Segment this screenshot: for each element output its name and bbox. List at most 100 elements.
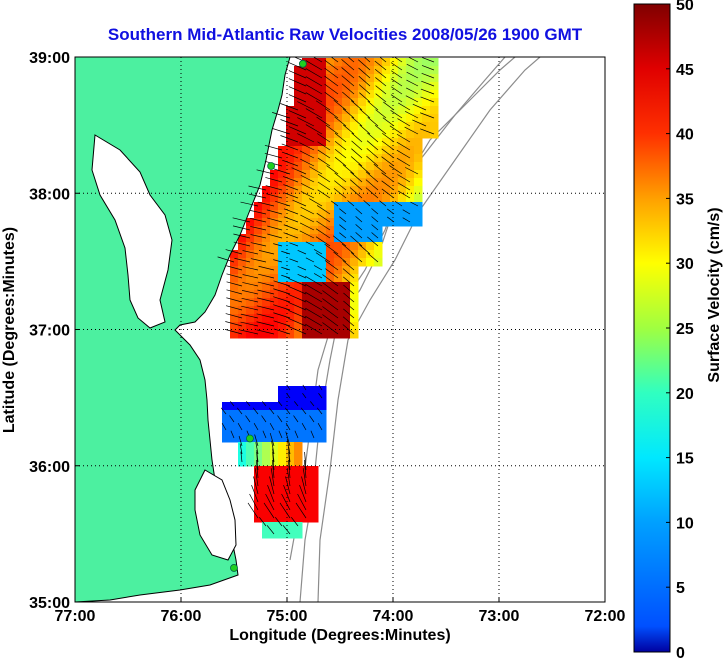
speed-cell xyxy=(398,186,407,195)
colorbar-tick-label: 40 xyxy=(676,127,694,144)
speed-cell xyxy=(350,106,359,115)
velocity-vector xyxy=(272,451,275,471)
speed-cell xyxy=(318,282,327,291)
speed-cell xyxy=(254,282,263,291)
speed-cell xyxy=(430,58,439,67)
speed-cell xyxy=(350,298,359,307)
speed-cell xyxy=(318,106,327,115)
speed-cell xyxy=(318,82,327,91)
speed-cell xyxy=(342,210,351,219)
speed-cell xyxy=(270,530,279,539)
speed-cell xyxy=(230,274,239,283)
speed-cell xyxy=(286,314,295,323)
speed-cell xyxy=(294,410,303,419)
speed-cell xyxy=(310,114,319,123)
speed-cell xyxy=(398,210,407,219)
velocity-vector xyxy=(297,266,307,271)
speed-cell xyxy=(278,450,287,459)
speed-cell xyxy=(342,114,351,123)
speed-cell xyxy=(350,154,359,163)
speed-cell xyxy=(398,154,407,163)
speed-cell xyxy=(350,330,359,339)
speed-cell xyxy=(302,298,311,307)
speed-cell xyxy=(350,322,359,331)
velocity-vector xyxy=(282,159,299,167)
speed-cell xyxy=(310,418,319,427)
velocity-vector xyxy=(281,143,299,151)
speed-cell xyxy=(366,234,375,243)
speed-cell xyxy=(286,226,295,235)
speed-cell xyxy=(270,186,279,195)
velocity-vector xyxy=(325,124,339,135)
velocity-vector xyxy=(275,201,291,207)
speed-cell xyxy=(318,130,327,139)
velocity-vector xyxy=(299,142,315,151)
velocity-field xyxy=(222,58,439,539)
velocity-vector xyxy=(297,101,315,111)
velocity-vector xyxy=(350,171,363,183)
speed-cell xyxy=(398,178,407,187)
velocity-vector xyxy=(288,70,307,79)
speed-cell xyxy=(302,218,311,227)
speed-cell xyxy=(286,410,295,419)
velocity-vector xyxy=(410,201,419,207)
speed-cell xyxy=(326,74,335,83)
speed-cell xyxy=(270,322,279,331)
speed-cell xyxy=(278,186,287,195)
speed-cell xyxy=(310,194,319,203)
speed-cell xyxy=(350,306,359,315)
speed-cell xyxy=(326,266,335,275)
velocity-vector xyxy=(309,415,315,423)
speed-cell xyxy=(310,58,319,67)
speed-cell xyxy=(414,202,423,211)
velocity-vector xyxy=(349,187,363,199)
velocity-vector xyxy=(315,252,331,263)
speed-cell xyxy=(414,178,423,187)
speed-cell xyxy=(310,426,319,435)
speed-cell xyxy=(414,74,423,83)
speed-cell xyxy=(310,66,319,75)
speed-cell xyxy=(246,274,255,283)
speed-cell xyxy=(270,482,279,491)
velocity-vector xyxy=(257,201,275,207)
speed-cell xyxy=(238,242,247,251)
speed-cell xyxy=(390,194,399,203)
radar-stations xyxy=(230,59,307,572)
speed-cell xyxy=(278,210,287,219)
speed-cell xyxy=(294,330,303,339)
speed-cell xyxy=(374,58,383,67)
speed-cell xyxy=(342,154,351,163)
speed-cell xyxy=(374,146,383,155)
velocity-vector xyxy=(343,308,355,319)
speed-cell xyxy=(358,154,367,163)
velocity-vector xyxy=(273,168,291,175)
speed-cell xyxy=(342,322,351,331)
speed-cell xyxy=(366,106,375,115)
velocity-vector xyxy=(317,157,331,167)
speed-cell xyxy=(318,146,327,155)
speed-cell xyxy=(294,434,303,443)
velocity-vector xyxy=(343,284,355,295)
velocity-vector xyxy=(324,260,339,271)
speed-cell xyxy=(414,210,423,219)
velocity-vector xyxy=(232,217,251,223)
velocity-vector xyxy=(255,459,259,479)
speed-cell xyxy=(238,250,247,259)
speed-cell xyxy=(230,290,239,299)
velocity-vector xyxy=(280,103,299,111)
velocity-vector xyxy=(275,517,283,527)
speed-cell xyxy=(310,514,319,523)
speed-cell xyxy=(350,226,359,235)
velocity-vector xyxy=(334,116,347,127)
speed-cell xyxy=(254,498,263,507)
velocity-vector xyxy=(273,280,291,287)
velocity-vector xyxy=(381,180,395,191)
speed-cell xyxy=(334,194,343,203)
speed-cell xyxy=(318,322,327,331)
velocity-vector xyxy=(406,79,419,87)
velocity-vector xyxy=(266,525,275,535)
speed-cell xyxy=(310,258,319,267)
velocity-vector xyxy=(310,401,315,407)
velocity-vector xyxy=(324,83,339,95)
speed-cell xyxy=(398,130,407,139)
